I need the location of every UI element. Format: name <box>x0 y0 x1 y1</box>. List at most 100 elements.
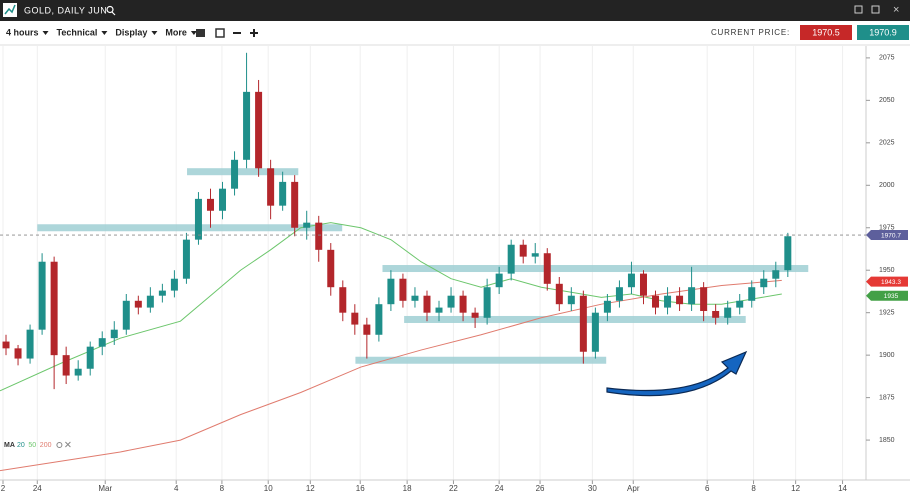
candle-body <box>676 295 684 305</box>
candle-body <box>315 222 323 250</box>
support-level <box>37 224 343 232</box>
moving-average <box>0 279 782 472</box>
ma-legend-period: 20 <box>17 442 25 449</box>
candle-body <box>26 329 34 359</box>
y-tick-label: 1900 <box>879 352 895 359</box>
restore-button[interactable] <box>854 5 863 14</box>
candle-body <box>134 300 142 308</box>
candle-body <box>627 273 635 288</box>
candle-body <box>170 278 178 291</box>
bid-box[interactable] <box>800 25 852 40</box>
candle-body <box>712 310 720 318</box>
candle-body <box>688 287 696 305</box>
price-tag-label: 1970.7 <box>881 232 901 239</box>
x-tick-label: 22 <box>449 484 458 493</box>
candle-body <box>603 300 611 313</box>
candle-body <box>375 304 383 335</box>
candle-body <box>471 312 479 318</box>
menu-item[interactable]: Display <box>115 27 147 37</box>
support-level <box>187 168 299 176</box>
y-tick-label: 2075 <box>879 55 895 62</box>
candle-body <box>231 159 239 189</box>
maximize-button[interactable] <box>871 5 880 14</box>
x-tick-label: 8 <box>220 484 225 493</box>
candle-body <box>495 273 503 288</box>
x-tick-label: 24 <box>495 484 504 493</box>
close-button[interactable]: × <box>893 4 899 16</box>
support-level <box>355 356 607 364</box>
y-tick-label: 1975 <box>879 225 895 232</box>
candle-body <box>339 287 347 313</box>
toolbar <box>0 21 910 45</box>
y-tick-label: 2025 <box>879 140 895 147</box>
y-tick-label: 2050 <box>879 97 895 104</box>
price-tag-label: 1943.3 <box>881 279 901 286</box>
candle-body <box>194 198 202 240</box>
save-icon[interactable] <box>215 28 225 38</box>
candle-body <box>110 329 118 339</box>
candle-body <box>700 287 708 311</box>
candle-body <box>146 295 154 308</box>
menu-caret <box>42 31 49 35</box>
candle-body <box>555 283 563 305</box>
candle-body <box>98 338 106 347</box>
app-icon-glyph <box>4 4 16 15</box>
ask-box[interactable] <box>857 25 909 40</box>
menu-caret <box>101 31 108 35</box>
candle-body <box>736 300 744 308</box>
x-tick-label: 8 <box>751 484 756 493</box>
current-price-label: CURRENT PRICE: <box>711 28 790 37</box>
candle-body <box>206 198 214 211</box>
menu-item[interactable]: 4 hours <box>6 27 39 37</box>
candle-body <box>351 312 359 325</box>
y-tick-label: 1925 <box>879 310 895 317</box>
candle-body <box>567 295 575 305</box>
x-tick-label: 2 <box>1 484 6 493</box>
y-tick-label: 2000 <box>879 182 895 189</box>
x-tick-label: 6 <box>705 484 710 493</box>
menu-item[interactable]: Technical <box>57 27 98 37</box>
x-tick-label: 18 <box>403 484 412 493</box>
price-tag-label: 1935 <box>884 293 899 300</box>
menu-caret <box>151 31 158 35</box>
plot-area: 2 24 Mar 4 8 10 12 16 18 22 24 26 30 Apr 6 8 12 14 1850 187… <box>0 46 910 493</box>
menu-item[interactable]: More <box>165 27 187 37</box>
x-tick-label: 14 <box>838 484 847 493</box>
ma-legend-period: 50 <box>28 442 36 449</box>
open-icon[interactable] <box>196 29 205 37</box>
x-tick-label: 12 <box>306 484 315 493</box>
candle-body <box>327 249 335 288</box>
ma-legend-label: MA <box>4 442 15 449</box>
candle-body <box>483 287 491 318</box>
y-tick-label: 1950 <box>879 267 895 274</box>
price-tag <box>866 290 908 301</box>
y-tick-label: 1875 <box>879 394 895 401</box>
candle-body <box>579 295 587 352</box>
candle-body <box>74 368 82 376</box>
candle-body <box>38 261 46 330</box>
trend-arrow <box>606 350 748 397</box>
ma-remove-icon[interactable] <box>65 441 71 448</box>
candle-body <box>182 239 190 279</box>
ma-settings-icon[interactable] <box>56 442 63 448</box>
candle-body <box>615 287 623 301</box>
candle-body <box>158 290 166 296</box>
x-tick-label: 30 <box>588 484 597 493</box>
candle-body <box>86 346 94 369</box>
candle-body <box>387 278 395 305</box>
candle-body <box>303 222 311 228</box>
candle-body <box>760 278 768 288</box>
candle-body <box>447 295 455 308</box>
candle-body <box>772 270 780 279</box>
menu-group: 4 hours Technical Display More <box>6 27 197 37</box>
candle-body <box>784 236 792 271</box>
candle-body <box>724 307 732 318</box>
candle-body <box>435 307 443 313</box>
search-icon[interactable] <box>106 5 114 14</box>
candle-body <box>14 348 22 359</box>
candle-body <box>639 273 647 296</box>
candle-body <box>664 295 672 308</box>
candle-body <box>291 181 299 228</box>
candle-body <box>50 261 58 356</box>
